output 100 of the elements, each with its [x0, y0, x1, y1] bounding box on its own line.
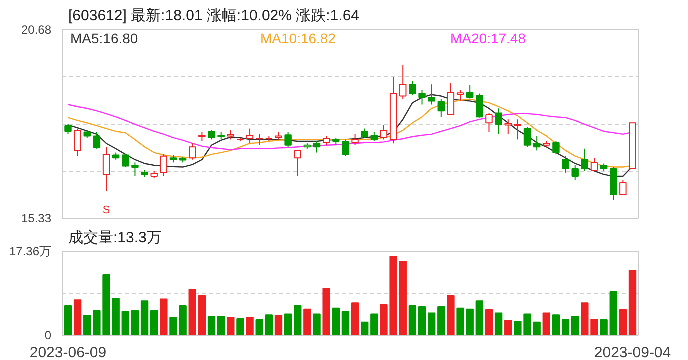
- candlestick: [342, 139, 350, 157]
- y-tick-label: 0: [44, 328, 52, 342]
- bar: [84, 315, 92, 336]
- candlestick: [370, 132, 378, 142]
- bar: [74, 300, 82, 336]
- candlestick: [122, 154, 130, 168]
- bar: [122, 311, 130, 336]
- bar: [456, 308, 464, 336]
- bar: [236, 318, 244, 336]
- bar: [494, 312, 503, 336]
- bar: [294, 305, 302, 336]
- bar: [313, 314, 321, 336]
- annotation: S: [102, 204, 110, 216]
- bar: [332, 308, 340, 336]
- candlestick: [456, 90, 464, 102]
- bar: [370, 314, 378, 336]
- bar: [188, 289, 196, 336]
- bar: [628, 270, 637, 336]
- bar: [256, 320, 264, 336]
- candlestick: [322, 136, 330, 146]
- candlestick: [189, 143, 196, 160]
- bar: [504, 320, 512, 336]
- bar: [198, 295, 206, 336]
- x-tick-label: 2023-06-09: [30, 344, 107, 360]
- bar: [351, 302, 360, 336]
- chart-title: [603612] 最新:18.01 涨幅:10.02% 涨跌:1.64: [68, 8, 360, 24]
- bar: [322, 288, 330, 336]
- candlestick: [102, 146, 110, 192]
- bar: [64, 305, 72, 336]
- candlestick: [504, 119, 512, 135]
- bar: [131, 310, 140, 336]
- candlestick: [132, 162, 139, 177]
- bar: [304, 308, 312, 336]
- bar: [610, 291, 618, 336]
- y-tick-label: 20.68: [21, 23, 52, 37]
- bar: [284, 314, 292, 336]
- bar: [542, 312, 550, 336]
- candlestick: [438, 98, 446, 118]
- candlestick: [313, 140, 321, 154]
- bar: [466, 308, 474, 336]
- candlestick: [160, 154, 168, 177]
- chart-title: 成交量:13.3万: [68, 230, 162, 246]
- bar: [274, 315, 283, 336]
- text: MA5:16.80: [70, 30, 138, 46]
- bar: [246, 317, 254, 336]
- candlestick: [590, 158, 598, 172]
- bar: [342, 311, 350, 336]
- bar: [140, 300, 149, 336]
- bar: [160, 298, 168, 336]
- bar: [217, 316, 226, 336]
- candlestick: [447, 83, 455, 116]
- bar: [208, 316, 216, 336]
- candlestick: [581, 148, 589, 172]
- candlestick: [495, 108, 502, 135]
- bar: [227, 317, 235, 336]
- candlestick: [466, 84, 474, 100]
- candlestick: [361, 128, 368, 138]
- bar: [485, 309, 494, 336]
- bar: [447, 295, 455, 336]
- candlestick: [380, 124, 388, 140]
- candlestick: [428, 84, 436, 106]
- candlestick: [284, 132, 292, 148]
- candlestick: [418, 90, 426, 106]
- bar: [438, 306, 446, 336]
- candlestick: [246, 128, 254, 144]
- bar: [361, 322, 369, 336]
- bar: [428, 312, 436, 336]
- bar: [562, 320, 570, 336]
- candlestick: [572, 165, 579, 181]
- bar: [600, 320, 608, 336]
- candlestick: [64, 124, 72, 135]
- bar: [619, 309, 628, 336]
- candlestick: [552, 140, 560, 156]
- bar: [150, 310, 158, 336]
- candlestick: [208, 130, 216, 140]
- candlestick: [562, 156, 570, 174]
- candlestick: [409, 80, 416, 96]
- x-tick-label: 2023-09-04: [594, 344, 672, 360]
- candlestick: [352, 134, 359, 146]
- candlestick: [93, 132, 101, 150]
- text: MA20:17.48: [450, 30, 526, 46]
- y-tick-label: 17.36万: [9, 244, 52, 258]
- candlestick: [524, 126, 532, 148]
- candlestick: [620, 180, 627, 196]
- bar: [408, 305, 417, 336]
- bar: [265, 314, 274, 336]
- bar: [418, 306, 426, 336]
- bar: [572, 316, 580, 336]
- candlestick: [74, 128, 82, 157]
- candlestick: [476, 93, 484, 118]
- bar: [552, 314, 560, 336]
- candlestick: [514, 119, 522, 140]
- candlestick: [198, 132, 206, 142]
- candlestick: [533, 136, 541, 152]
- candlestick: [294, 150, 302, 177]
- text: MA10:16.82: [260, 30, 336, 46]
- candlestick: [486, 112, 493, 133]
- candlestick: [400, 65, 407, 100]
- bar: [399, 260, 407, 336]
- bar: [476, 300, 484, 336]
